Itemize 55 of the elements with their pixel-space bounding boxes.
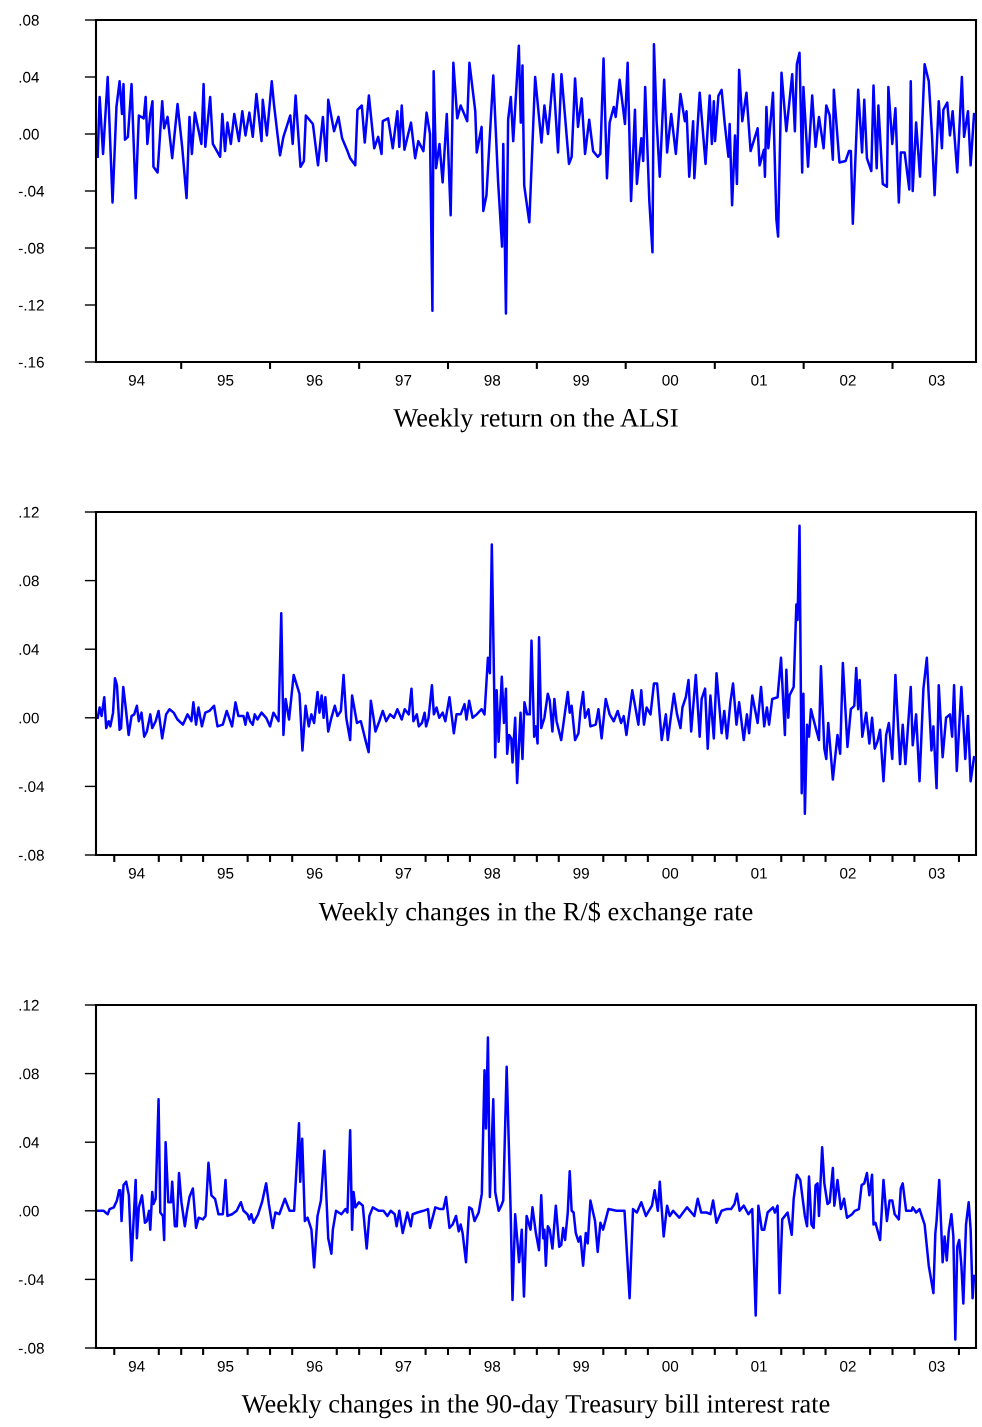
y-tick-label: -.04 (18, 1274, 45, 1286)
x-tick-label: 99 (573, 374, 589, 386)
y-tick-label: -.08 (18, 1342, 44, 1354)
x-tick-label: 01 (751, 1360, 767, 1372)
x-tick-label: 96 (306, 1360, 323, 1372)
y-tick-label: .08 (19, 14, 39, 26)
y-tick-label: .00 (19, 128, 39, 140)
y-tick-label: .04 (19, 644, 40, 655)
y-tick-label: .04 (19, 71, 40, 83)
x-tick-label: 95 (217, 1360, 234, 1372)
x-tick-label: 96 (306, 374, 323, 386)
x-tick-label: 03 (928, 374, 945, 386)
y-tick-label: -.12 (18, 299, 44, 311)
x-tick-label: 01 (751, 374, 767, 386)
x-tick-label: 94 (128, 867, 145, 879)
x-tick-label: 02 (840, 1360, 856, 1372)
x-axis-title: Weekly changes in the 90-day Treasury bill interest rate (241, 1394, 830, 1419)
line-series (96, 524, 976, 816)
y-tick-label: -.16 (18, 356, 44, 368)
y-tick-label: .08 (19, 1068, 39, 1080)
x-tick-label: 94 (128, 1360, 145, 1372)
x-tick-label: 01 (751, 867, 767, 879)
y-tick-label: .08 (19, 575, 39, 587)
x-axis-title: Weekly changes in the R/$ exchange rate (318, 901, 753, 926)
x-tick-label: 95 (217, 374, 234, 386)
x-tick-label: 03 (928, 1360, 945, 1372)
x-tick-label: 03 (928, 867, 945, 879)
x-tick-label: 02 (840, 867, 856, 879)
x-tick-label: 00 (662, 1360, 679, 1372)
x-tick-label: 98 (484, 1360, 501, 1372)
x-tick-label: 97 (395, 374, 412, 386)
x-tick-label: 96 (306, 867, 323, 879)
y-tick-label: -.08 (18, 242, 44, 254)
x-tick-label: 94 (128, 374, 145, 386)
x-tick-label: 97 (395, 1360, 412, 1372)
x-tick-label: 97 (395, 867, 412, 879)
y-tick-label: -.08 (18, 849, 44, 861)
y-tick-label: .00 (19, 1205, 39, 1217)
line-series (96, 42, 976, 315)
x-tick-label: 99 (573, 1360, 589, 1372)
x-tick-label: 99 (573, 867, 589, 879)
y-tick-label: .00 (19, 712, 39, 724)
x-tick-label: 98 (484, 867, 501, 879)
x-tick-label: 95 (217, 867, 234, 879)
y-tick-label: .04 (19, 1137, 40, 1148)
y-tick-label: -.04 (18, 781, 45, 793)
x-tick-label: 00 (662, 867, 679, 879)
y-tick-label: .12 (19, 506, 39, 518)
x-tick-label: 00 (662, 374, 679, 386)
y-tick-label: .12 (19, 999, 39, 1011)
line-series (96, 1036, 976, 1341)
x-axis-title: Weekly return on the ALSI (393, 408, 678, 433)
x-tick-label: 02 (840, 374, 856, 386)
y-tick-label: -.04 (18, 185, 45, 197)
x-tick-label: 98 (484, 374, 501, 386)
